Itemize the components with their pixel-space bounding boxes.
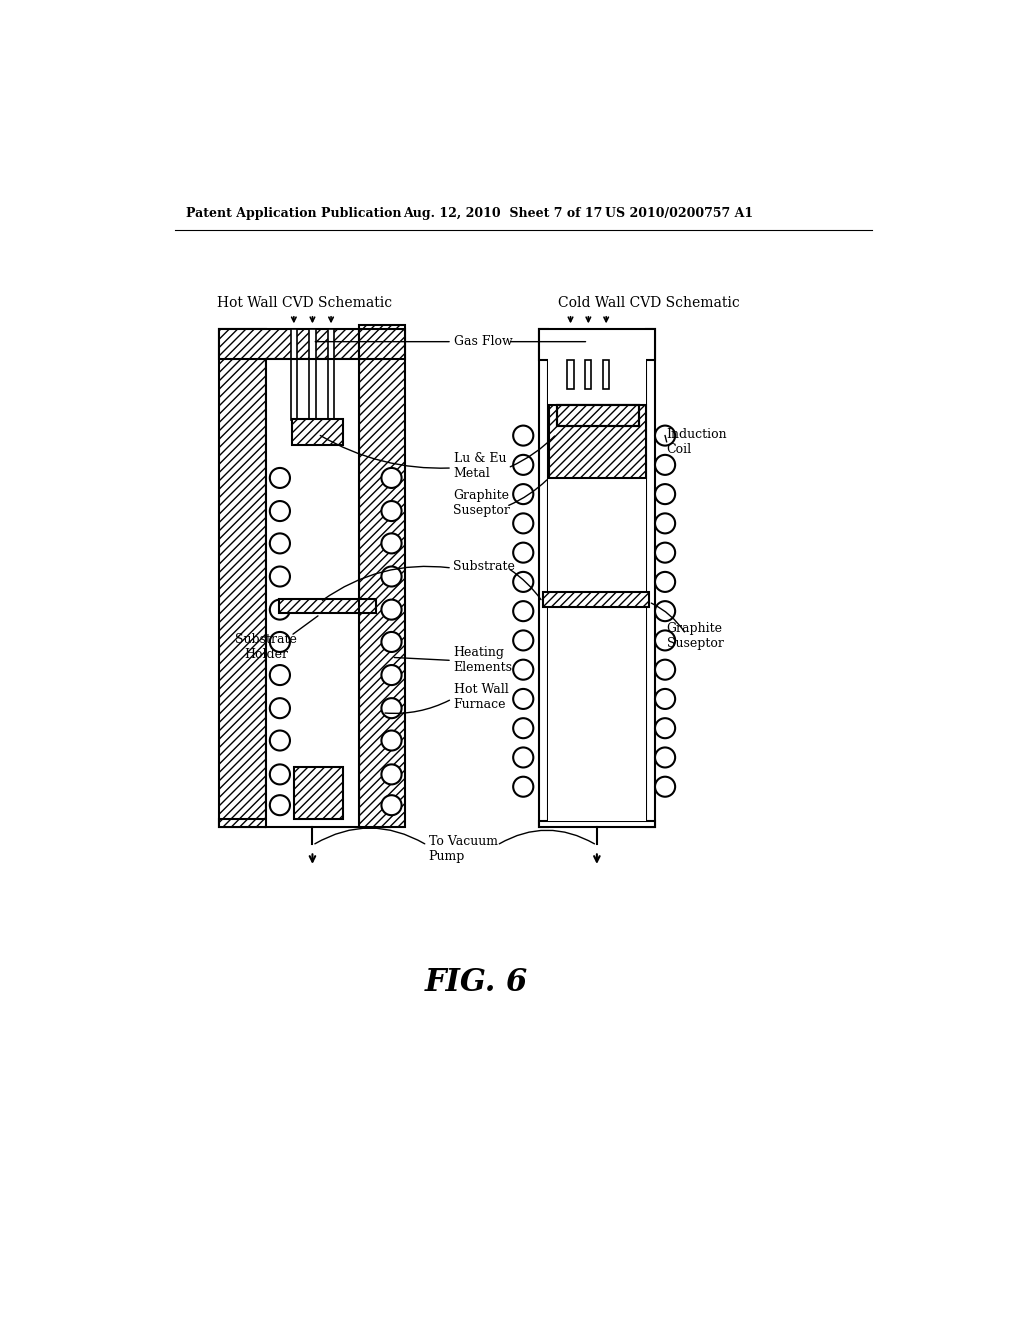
Circle shape <box>270 730 290 751</box>
Circle shape <box>513 425 534 446</box>
Circle shape <box>270 698 290 718</box>
Circle shape <box>381 764 401 784</box>
Bar <box>292 418 343 445</box>
Circle shape <box>381 469 401 488</box>
Circle shape <box>381 599 401 619</box>
Text: Heating
Elements: Heating Elements <box>454 647 512 675</box>
Circle shape <box>655 455 675 475</box>
Bar <box>603 360 609 389</box>
Circle shape <box>381 698 401 718</box>
Text: Induction
Coil: Induction Coil <box>667 428 727 455</box>
Text: Aug. 12, 2010  Sheet 7 of 17: Aug. 12, 2010 Sheet 7 of 17 <box>403 207 602 220</box>
Bar <box>539 330 655 360</box>
Circle shape <box>513 455 534 475</box>
Bar <box>294 767 343 818</box>
Text: Lu & Eu
Metal: Lu & Eu Metal <box>454 453 506 480</box>
Bar <box>291 330 297 420</box>
Text: Substrate: Substrate <box>454 560 515 573</box>
Circle shape <box>381 632 401 652</box>
Circle shape <box>513 689 534 709</box>
Circle shape <box>270 665 290 685</box>
Text: Gas Flow: Gas Flow <box>454 335 512 348</box>
Bar <box>646 330 655 826</box>
Bar <box>359 330 406 359</box>
Circle shape <box>381 502 401 521</box>
Bar <box>219 330 266 826</box>
Bar <box>549 405 646 478</box>
Bar <box>266 359 359 832</box>
Text: Patent Application Publication: Patent Application Publication <box>186 207 401 220</box>
Circle shape <box>513 718 534 738</box>
Circle shape <box>513 543 534 562</box>
Circle shape <box>381 795 401 816</box>
Circle shape <box>655 513 675 533</box>
Circle shape <box>513 747 534 767</box>
Circle shape <box>655 543 675 562</box>
Circle shape <box>513 776 534 797</box>
Text: FIG. 6: FIG. 6 <box>425 966 528 998</box>
Circle shape <box>655 601 675 622</box>
Circle shape <box>381 533 401 553</box>
Circle shape <box>513 601 534 622</box>
Bar <box>280 599 376 612</box>
Text: Substrate
Holder: Substrate Holder <box>236 634 297 661</box>
Circle shape <box>655 572 675 591</box>
Bar <box>557 405 639 426</box>
Circle shape <box>270 469 290 488</box>
Circle shape <box>513 660 534 680</box>
Text: Hot Wall
Furnace: Hot Wall Furnace <box>454 684 508 711</box>
Bar <box>219 330 390 359</box>
Text: Cold Wall CVD Schematic: Cold Wall CVD Schematic <box>558 296 739 310</box>
Bar <box>586 360 592 389</box>
Circle shape <box>513 631 534 651</box>
Circle shape <box>381 665 401 685</box>
Circle shape <box>270 795 290 816</box>
Circle shape <box>270 533 290 553</box>
Circle shape <box>655 660 675 680</box>
Circle shape <box>270 566 290 586</box>
Text: To Vacuum
Pump: To Vacuum Pump <box>429 836 498 863</box>
Bar <box>309 330 315 420</box>
Circle shape <box>655 689 675 709</box>
Bar <box>328 330 334 420</box>
Bar <box>539 330 548 826</box>
Circle shape <box>655 631 675 651</box>
Bar <box>567 360 573 389</box>
Circle shape <box>655 425 675 446</box>
Circle shape <box>513 513 534 533</box>
Text: Hot Wall CVD Schematic: Hot Wall CVD Schematic <box>217 296 392 310</box>
Circle shape <box>655 718 675 738</box>
Circle shape <box>655 747 675 767</box>
Circle shape <box>270 599 290 619</box>
Circle shape <box>381 566 401 586</box>
Text: Graphite
Suseptor: Graphite Suseptor <box>667 622 724 649</box>
Circle shape <box>270 764 290 784</box>
Bar <box>543 591 649 607</box>
Text: US 2010/0200757 A1: US 2010/0200757 A1 <box>604 207 753 220</box>
Bar <box>359 325 406 826</box>
Text: Graphite
Suseptor: Graphite Suseptor <box>454 490 510 517</box>
Circle shape <box>270 632 290 652</box>
Circle shape <box>513 484 534 504</box>
Circle shape <box>270 502 290 521</box>
Bar <box>557 405 639 426</box>
Circle shape <box>513 572 534 591</box>
Circle shape <box>381 730 401 751</box>
Bar <box>219 818 390 826</box>
Circle shape <box>655 484 675 504</box>
Bar <box>548 354 646 821</box>
Bar <box>539 821 655 826</box>
Circle shape <box>655 776 675 797</box>
